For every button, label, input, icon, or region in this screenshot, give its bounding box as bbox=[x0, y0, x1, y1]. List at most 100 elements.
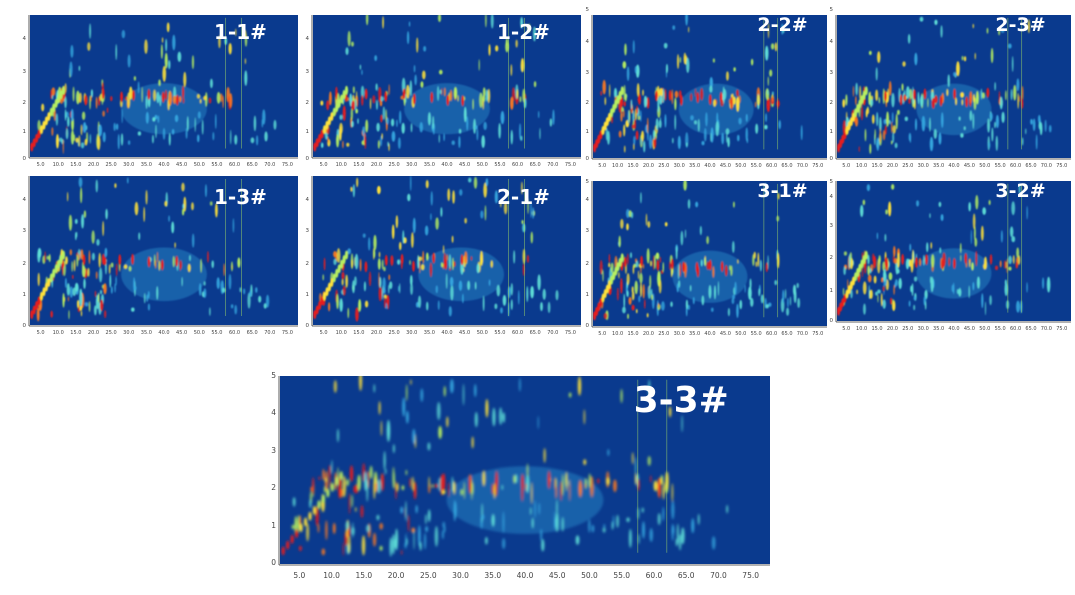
peak-blob bbox=[429, 262, 433, 278]
peak-blob bbox=[443, 133, 445, 142]
x-tick-label: 15.0 bbox=[70, 162, 81, 168]
peak-blob bbox=[466, 116, 469, 131]
peak-blob bbox=[378, 285, 382, 302]
major-peak bbox=[719, 91, 723, 103]
peak-blob bbox=[222, 95, 224, 109]
peak-blob bbox=[843, 266, 846, 276]
peak-blob bbox=[736, 134, 740, 142]
peak-blob bbox=[223, 263, 225, 277]
peak-blob bbox=[372, 532, 377, 547]
early-peak bbox=[327, 116, 332, 126]
major-peak bbox=[120, 91, 123, 103]
peak-blob bbox=[203, 281, 206, 286]
peak-blob bbox=[539, 127, 541, 140]
peak-blob bbox=[460, 488, 464, 496]
peak-blob bbox=[1038, 121, 1042, 130]
peak-blob bbox=[81, 214, 85, 229]
early-peak bbox=[325, 287, 329, 297]
early-peak bbox=[337, 98, 341, 108]
x-tick-label: 30.0 bbox=[452, 571, 469, 580]
peak-blob bbox=[635, 309, 638, 314]
peak-blob bbox=[93, 305, 97, 316]
peak-blob bbox=[712, 58, 715, 63]
y-tick-label: 1 bbox=[830, 129, 834, 135]
peak-blob bbox=[525, 474, 530, 494]
peak-blob bbox=[888, 81, 892, 96]
peak-blob bbox=[885, 209, 888, 215]
peak-blob bbox=[133, 76, 137, 81]
peak-blob bbox=[959, 242, 962, 254]
panel-label: 2-1# bbox=[497, 185, 550, 209]
peak-blob bbox=[655, 252, 660, 260]
peak-blob bbox=[423, 45, 427, 52]
x-tick-label: 40.0 bbox=[158, 330, 169, 336]
peak-blob bbox=[771, 94, 774, 103]
peak-blob bbox=[323, 257, 326, 271]
peak-blob bbox=[709, 85, 713, 93]
peak-blob bbox=[541, 539, 545, 552]
peak-blob bbox=[458, 136, 461, 149]
early-peak bbox=[335, 476, 339, 486]
x-tick-label: 15.0 bbox=[70, 330, 81, 336]
peak-blob bbox=[65, 277, 67, 289]
peak-blob bbox=[421, 70, 426, 80]
peak-blob bbox=[320, 100, 324, 106]
peak-blob bbox=[382, 106, 386, 120]
peak-blob bbox=[464, 217, 467, 224]
peak-blob bbox=[608, 253, 611, 264]
peak-blob bbox=[410, 282, 413, 296]
peak-blob bbox=[476, 263, 480, 274]
peak-blob bbox=[638, 533, 640, 545]
peak-blob bbox=[102, 131, 106, 143]
peak-blob bbox=[987, 118, 991, 133]
peak-blob bbox=[36, 307, 40, 322]
peak-blob bbox=[48, 254, 51, 263]
peak-blob bbox=[527, 198, 529, 215]
peak-blob bbox=[100, 290, 102, 295]
peak-blob bbox=[98, 267, 103, 283]
peak-blob bbox=[391, 224, 395, 240]
peak-blob bbox=[671, 500, 675, 520]
peak-blob bbox=[430, 213, 432, 221]
peak-blob bbox=[218, 35, 221, 49]
y-tick-label: 0 bbox=[23, 156, 27, 162]
peak-blob bbox=[890, 297, 893, 305]
peak-blob bbox=[635, 130, 639, 140]
peak-blob bbox=[138, 232, 141, 241]
peak-blob bbox=[427, 112, 432, 126]
peak-blob bbox=[412, 428, 416, 444]
peak-blob bbox=[410, 176, 412, 191]
x-tick-label: 35.0 bbox=[689, 163, 700, 169]
x-tick-label: 40.0 bbox=[948, 163, 959, 169]
x-tick-label: 15.0 bbox=[871, 326, 882, 332]
peak-blob bbox=[312, 477, 315, 496]
peak-blob bbox=[457, 95, 459, 102]
peak-blob bbox=[988, 141, 991, 149]
peak-blob bbox=[121, 108, 123, 124]
peak-blob bbox=[494, 303, 498, 310]
major-peak bbox=[912, 89, 916, 101]
peak-blob bbox=[537, 274, 541, 291]
peak-blob bbox=[998, 90, 1001, 103]
major-peak bbox=[720, 261, 724, 273]
peak-blob bbox=[475, 125, 478, 130]
peak-blob bbox=[397, 285, 400, 292]
peak-blob bbox=[375, 83, 378, 91]
early-peak bbox=[59, 255, 63, 265]
peak-blob bbox=[265, 294, 270, 308]
y-tick-label: 3 bbox=[271, 446, 276, 455]
early-peak bbox=[315, 138, 319, 148]
early-peak bbox=[59, 90, 63, 100]
peak-blob bbox=[485, 15, 487, 28]
peak-blob bbox=[463, 106, 467, 123]
x-tick-label: 55.0 bbox=[494, 330, 505, 336]
peak-blob bbox=[519, 123, 522, 140]
peak-blob bbox=[640, 138, 642, 146]
peak-blob bbox=[744, 284, 746, 293]
peak-blob bbox=[185, 127, 188, 139]
peak-blob bbox=[462, 383, 465, 406]
peak-blob bbox=[1032, 118, 1036, 131]
major-peak bbox=[953, 88, 956, 100]
peak-blob bbox=[736, 89, 739, 97]
